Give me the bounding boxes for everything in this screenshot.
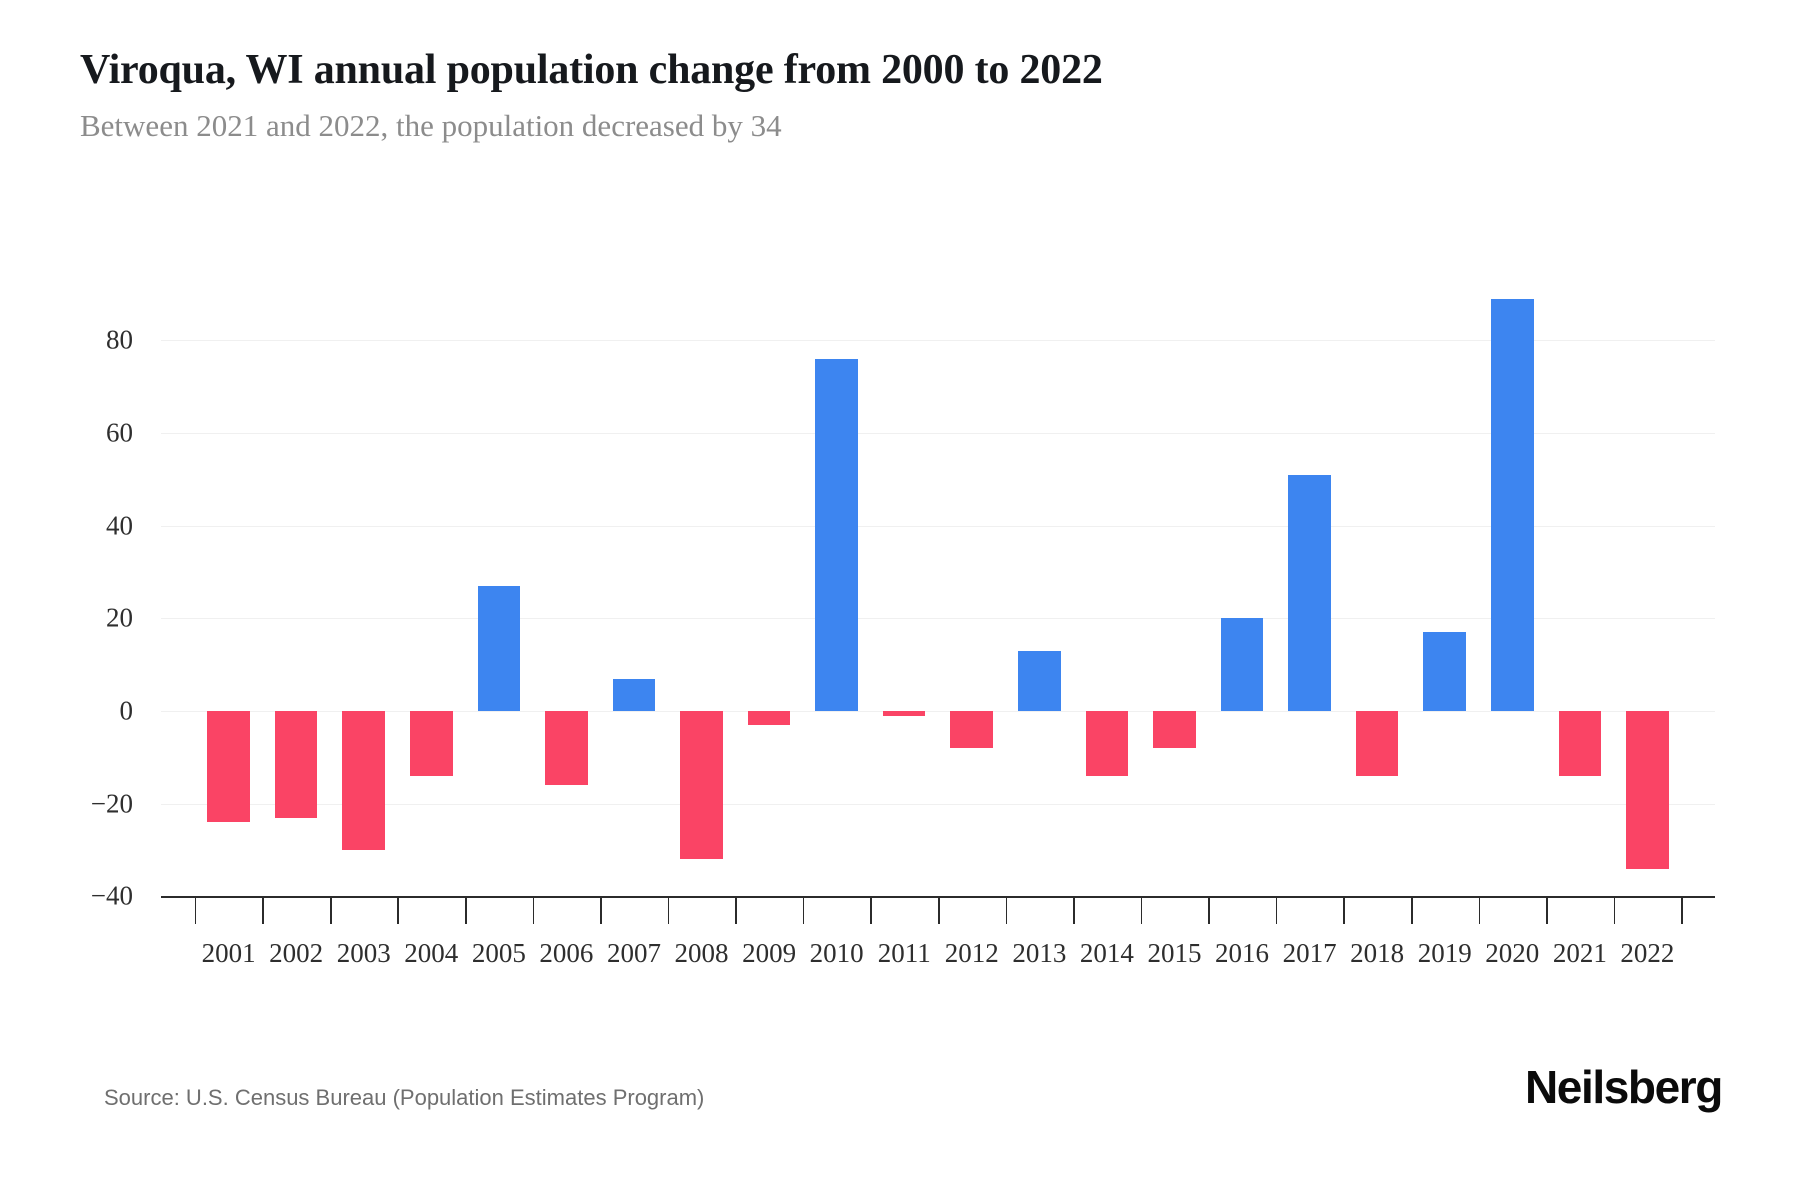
x-tick xyxy=(1681,898,1683,924)
bar-2012[interactable] xyxy=(950,711,994,749)
bar-2007[interactable] xyxy=(612,678,656,711)
x-tick-label-2003: 2003 xyxy=(336,938,391,968)
x-tick-label-2013: 2013 xyxy=(1012,938,1067,968)
x-tick-label-2008: 2008 xyxy=(674,938,729,968)
x-tick xyxy=(1613,898,1616,924)
brand-logo: Neilsberg xyxy=(1524,1061,1723,1113)
bar-2016[interactable] xyxy=(1220,618,1264,711)
y-tick-label: 80 xyxy=(106,324,133,355)
x-tick xyxy=(194,898,197,924)
x-tick xyxy=(1410,898,1413,924)
chart-header: Viroqua, WI annual population change fro… xyxy=(80,46,1720,144)
bar-2006[interactable] xyxy=(545,711,588,786)
bar-2003[interactable] xyxy=(342,711,385,851)
x-tick xyxy=(1208,898,1210,924)
x-tick-label-2017: 2017 xyxy=(1282,938,1337,968)
bar-2013[interactable] xyxy=(1018,650,1061,711)
x-tick-label-2014: 2014 xyxy=(1079,938,1134,968)
bar-2021[interactable] xyxy=(1558,711,1602,776)
x-tick xyxy=(1073,898,1075,924)
x-tick-label-2007: 2007 xyxy=(606,938,661,968)
bar-2020[interactable] xyxy=(1491,298,1534,711)
x-axis-line xyxy=(161,896,1715,898)
bar-2018[interactable] xyxy=(1355,711,1399,776)
x-tick-label-2022: 2022 xyxy=(1620,938,1675,968)
x-tick xyxy=(465,898,467,924)
x-tick xyxy=(1546,898,1548,924)
x-tick xyxy=(1478,898,1481,924)
bar-2014[interactable] xyxy=(1085,711,1129,776)
x-tick xyxy=(735,898,737,924)
x-tick xyxy=(262,898,264,924)
bar-2002[interactable] xyxy=(274,711,318,818)
x-tick-label-2020: 2020 xyxy=(1485,938,1540,968)
x-tick xyxy=(329,898,332,924)
x-tick-label-2011: 2011 xyxy=(877,938,931,968)
gridline xyxy=(161,711,1715,712)
x-tick-label-2019: 2019 xyxy=(1417,938,1472,968)
y-tick-label: 20 xyxy=(106,602,133,633)
x-tick-label-2002: 2002 xyxy=(269,938,324,968)
bar-2015[interactable] xyxy=(1153,711,1196,749)
x-tick xyxy=(1140,898,1143,924)
x-tick xyxy=(1005,898,1008,924)
bar-2008[interactable] xyxy=(680,711,723,860)
gridline xyxy=(161,618,1715,620)
x-tick-label-2010: 2010 xyxy=(809,938,864,968)
x-tick-label-2006: 2006 xyxy=(539,938,594,968)
page-title: Viroqua, WI annual population change fro… xyxy=(80,47,1103,93)
x-tick-label-2021: 2021 xyxy=(1552,938,1607,968)
x-tick-label-2005: 2005 xyxy=(471,938,526,968)
x-tick xyxy=(938,898,940,924)
bar-2001[interactable] xyxy=(207,711,250,823)
x-tick-label-2001: 2001 xyxy=(201,938,256,968)
y-tick-label: −40 xyxy=(90,880,133,911)
x-tick xyxy=(870,898,873,924)
bar-2009[interactable] xyxy=(747,711,791,725)
y-axis-labels: −40 −20 0 20 40 60 80 xyxy=(0,0,161,1200)
x-tick xyxy=(600,898,602,924)
bar-2005[interactable] xyxy=(477,585,521,711)
x-tick xyxy=(667,898,670,924)
y-tick-label: 0 xyxy=(119,695,134,726)
x-tick-label-2004: 2004 xyxy=(404,938,459,968)
y-tick-label: 60 xyxy=(106,417,133,448)
x-tick xyxy=(802,898,805,924)
x-tick-label-2016: 2016 xyxy=(1215,938,1270,968)
x-tick-label-2018: 2018 xyxy=(1350,938,1405,968)
bar-2017[interactable] xyxy=(1288,474,1331,711)
bar-2004[interactable] xyxy=(409,711,453,776)
bar-2011[interactable] xyxy=(882,711,926,716)
x-tick-label-2012: 2012 xyxy=(944,938,999,968)
x-tick xyxy=(1275,898,1278,924)
gridline xyxy=(161,432,1715,434)
bar-2022[interactable] xyxy=(1626,711,1669,869)
chart-subtitle: Between 2021 and 2022, the population de… xyxy=(80,108,782,143)
x-tick-label-2015: 2015 xyxy=(1147,938,1202,968)
x-tick-label-2009: 2009 xyxy=(742,938,797,968)
gridline xyxy=(161,340,1715,342)
bar-2010[interactable] xyxy=(815,358,858,711)
y-tick-label: −20 xyxy=(90,788,133,819)
source-note: Source: U.S. Census Bureau (Population E… xyxy=(104,1085,705,1110)
x-tick xyxy=(397,898,400,924)
y-tick-label: 40 xyxy=(106,510,133,541)
plot-area xyxy=(161,298,1715,896)
gridline xyxy=(161,525,1715,527)
gridline xyxy=(161,803,1715,805)
x-tick xyxy=(532,898,535,924)
x-tick xyxy=(1343,898,1345,924)
bar-2019[interactable] xyxy=(1423,632,1467,711)
